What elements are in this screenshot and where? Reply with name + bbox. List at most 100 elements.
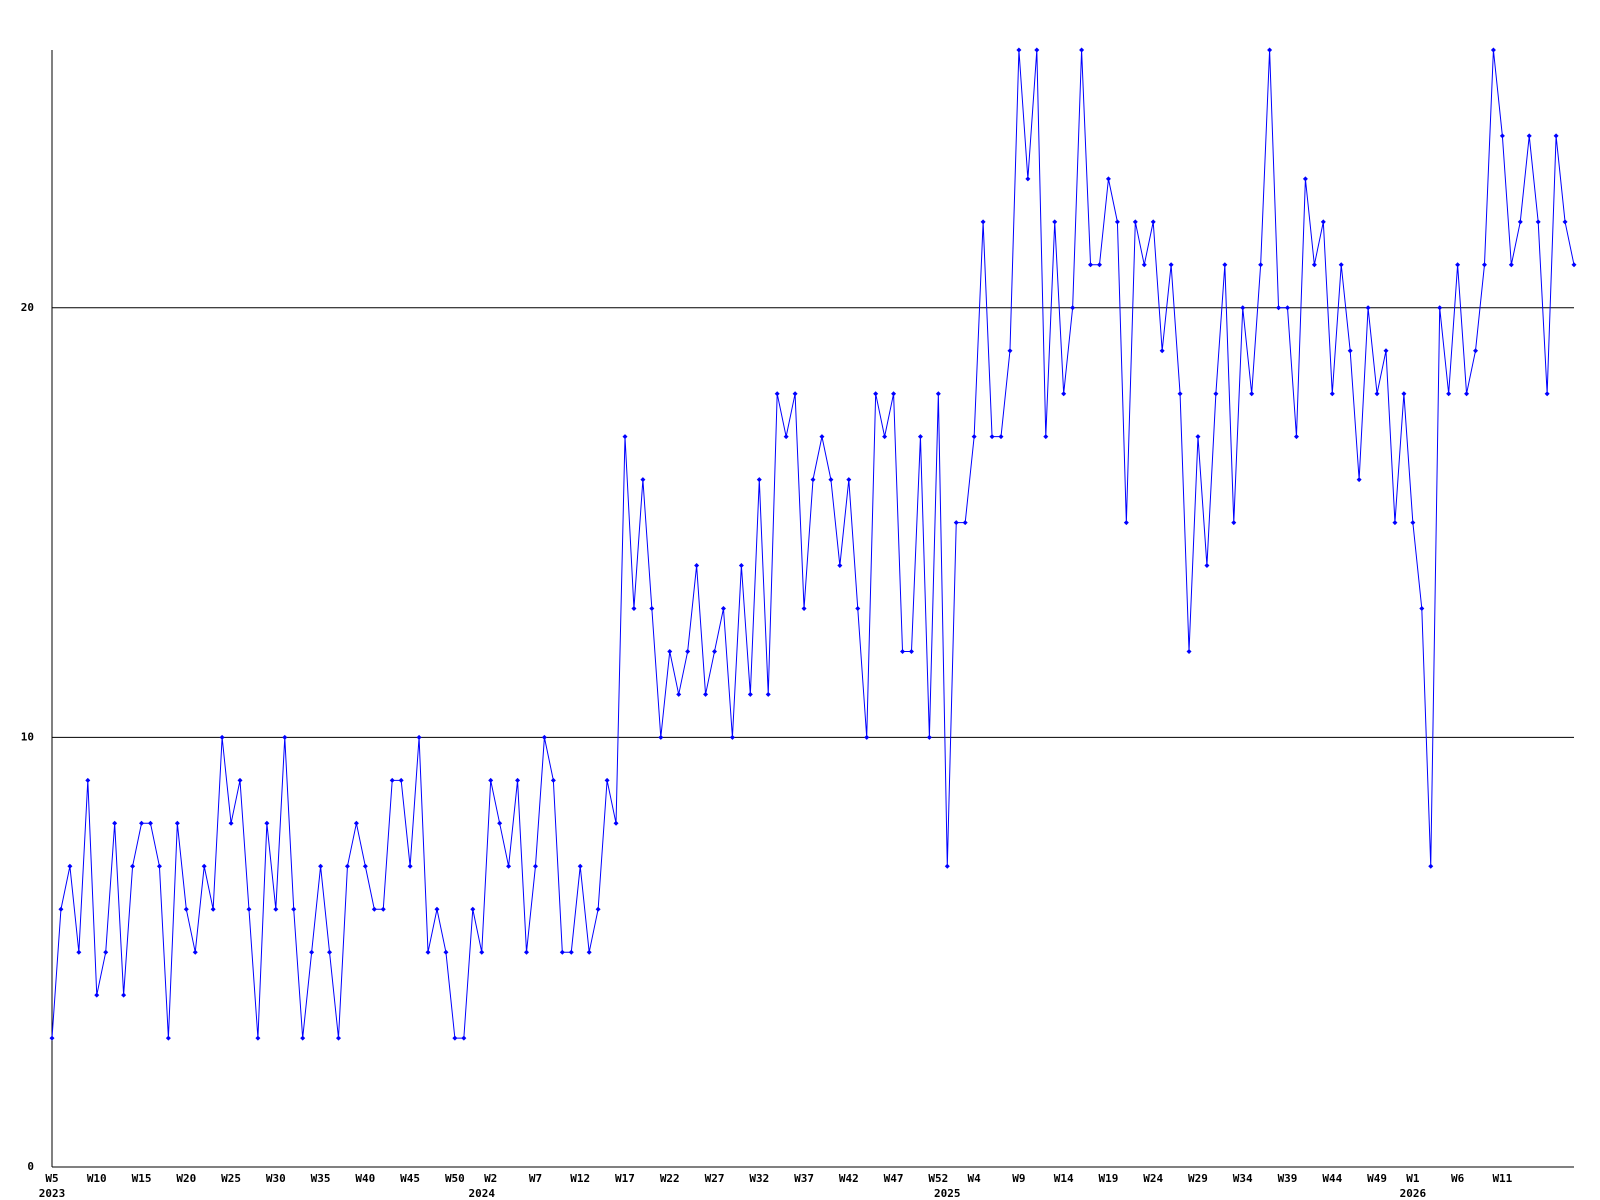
point-marker	[1490, 47, 1496, 53]
point-marker	[577, 863, 583, 869]
point-marker	[720, 606, 726, 611]
point-marker	[998, 434, 1004, 440]
y-tick-label: 20	[21, 301, 34, 314]
point-marker	[846, 477, 852, 483]
point-marker	[685, 648, 691, 654]
point-marker	[1535, 219, 1541, 225]
point-marker	[1383, 348, 1389, 354]
point-marker	[335, 1035, 341, 1041]
point-marker	[1553, 133, 1559, 139]
point-marker	[765, 691, 771, 697]
point-marker	[1177, 391, 1183, 397]
point-marker	[1204, 563, 1210, 569]
point-marker	[640, 477, 646, 483]
point-marker	[1285, 305, 1291, 311]
point-marker	[353, 820, 359, 826]
x-tick-label: W11	[1492, 1172, 1512, 1185]
point-marker	[729, 734, 735, 740]
point-marker	[953, 520, 959, 526]
point-marker	[926, 734, 932, 740]
point-marker	[622, 434, 628, 440]
point-marker	[76, 949, 82, 955]
point-marker	[1052, 219, 1058, 225]
point-marker	[1508, 262, 1514, 268]
point-marker	[658, 734, 664, 740]
point-marker	[1168, 262, 1174, 268]
point-marker	[712, 648, 718, 654]
point-marker	[452, 1035, 458, 1041]
y-tick-label: 10	[21, 730, 34, 743]
point-marker	[1222, 262, 1228, 268]
x-tick-label: W15	[132, 1172, 152, 1185]
point-marker	[1437, 305, 1443, 311]
point-marker	[1267, 47, 1273, 53]
x-year-label: 2025	[934, 1187, 961, 1200]
x-tick-label: W2	[484, 1172, 497, 1185]
point-marker	[1195, 434, 1201, 440]
point-marker	[506, 863, 512, 869]
point-marker	[1446, 391, 1452, 397]
point-marker	[147, 820, 153, 826]
point-marker	[1123, 520, 1129, 526]
point-marker	[1105, 176, 1111, 182]
point-marker	[873, 391, 879, 397]
point-marker	[1025, 176, 1031, 182]
x-tick-label: W1	[1406, 1172, 1420, 1185]
point-marker	[1159, 348, 1165, 354]
point-marker	[94, 992, 100, 998]
point-marker	[1096, 262, 1102, 268]
point-marker	[568, 949, 574, 955]
point-marker	[470, 906, 476, 912]
point-marker	[783, 434, 789, 440]
x-tick-label: W5	[45, 1172, 58, 1185]
point-marker	[85, 777, 91, 783]
point-marker	[1464, 391, 1470, 397]
point-marker	[49, 1035, 55, 1041]
point-marker	[461, 1035, 467, 1041]
point-marker	[828, 477, 834, 483]
x-tick-label: W37	[794, 1172, 814, 1185]
point-marker	[1544, 391, 1550, 397]
point-marker	[497, 820, 503, 826]
x-tick-label: W30	[266, 1172, 286, 1185]
point-marker	[756, 477, 762, 483]
point-marker	[1473, 348, 1479, 354]
point-marker	[819, 434, 825, 440]
point-marker	[1213, 391, 1219, 397]
point-marker	[1141, 262, 1147, 268]
point-marker	[944, 863, 950, 869]
point-marker	[550, 777, 556, 783]
point-marker	[1526, 133, 1532, 139]
point-marker	[309, 949, 315, 955]
point-marker	[962, 520, 968, 526]
x-tick-label: W42	[839, 1172, 859, 1185]
x-year-label: 2024	[468, 1187, 495, 1200]
point-marker	[1356, 477, 1362, 483]
point-marker	[67, 863, 73, 869]
point-marker	[237, 777, 243, 783]
point-marker	[935, 391, 941, 397]
point-marker	[1043, 434, 1049, 440]
point-marker	[559, 949, 565, 955]
x-tick-label: W47	[884, 1172, 904, 1185]
point-marker	[183, 906, 189, 912]
point-marker	[649, 606, 655, 611]
point-marker	[631, 606, 637, 611]
point-marker	[434, 906, 440, 912]
point-marker	[1311, 262, 1317, 268]
point-marker	[810, 477, 816, 483]
point-marker	[604, 777, 610, 783]
point-marker	[318, 863, 324, 869]
point-marker	[291, 906, 297, 912]
point-marker	[201, 863, 207, 869]
point-marker	[139, 820, 145, 826]
point-marker	[1061, 391, 1067, 397]
point-marker	[362, 863, 368, 869]
point-marker	[103, 949, 109, 955]
point-marker	[524, 949, 530, 955]
point-marker	[1428, 863, 1434, 869]
x-tick-label: W10	[87, 1172, 107, 1185]
x-tick-label: W9	[1012, 1172, 1025, 1185]
point-marker	[1499, 133, 1505, 139]
